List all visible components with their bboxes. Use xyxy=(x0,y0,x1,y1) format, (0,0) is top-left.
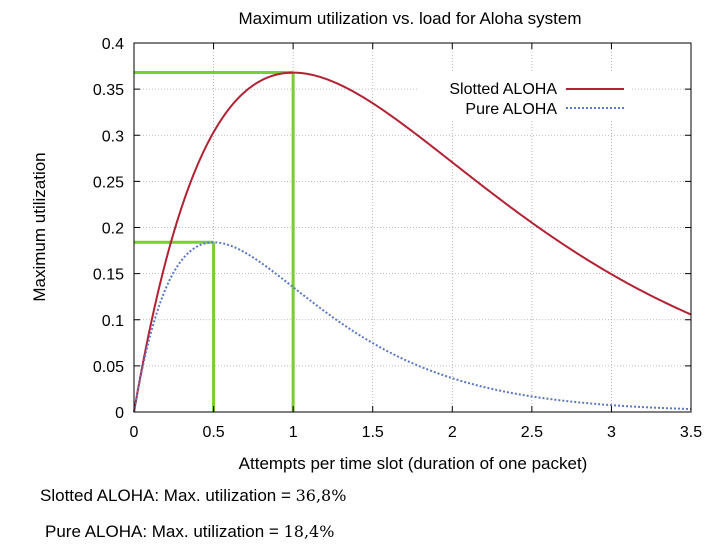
legend-label-pure: Pure ALOHA xyxy=(465,101,557,118)
legend-background xyxy=(418,72,630,120)
pure-caption-value: 18,4% xyxy=(283,522,335,541)
utilization-chart: Maximum utilization vs. load for Aloha s… xyxy=(30,9,702,473)
x-tick-label: 2 xyxy=(448,424,457,441)
ticks: 0 0.5 1 1.5 2 2.5 3 3.5 0 0.05 0.1 0.15 0.2 0.25 0.3 0.… xyxy=(93,36,702,441)
y-tick-label: 0 xyxy=(115,405,124,422)
x-tick-label: 0.5 xyxy=(202,424,224,441)
x-tick-label: 1 xyxy=(289,424,298,441)
y-tick-label: 0.4 xyxy=(102,36,124,53)
pure-aloha-caption: Pure ALOHA: Max. utilization = 18,4% xyxy=(45,522,334,542)
x-tick-label: 3 xyxy=(607,424,616,441)
slotted-aloha-line xyxy=(133,71,692,413)
y-tick-label: 0.3 xyxy=(102,128,124,145)
pure-aloha-line xyxy=(133,241,692,413)
slotted-caption-value: 36,8% xyxy=(295,486,347,505)
y-tick-label: 0.25 xyxy=(93,174,124,191)
y-tick-label: 0.1 xyxy=(102,313,124,330)
legend-label-slotted: Slotted ALOHA xyxy=(449,81,557,98)
slotted-aloha-caption: Slotted ALOHA: Max. utilization = 36,8% xyxy=(40,486,346,506)
chart-title: Maximum utilization vs. load for Aloha s… xyxy=(239,9,582,28)
x-axis-label: Attempts per time slot (duration of one … xyxy=(239,454,588,473)
series xyxy=(133,71,692,413)
x-tick-label: 0 xyxy=(130,424,139,441)
y-tick-label: 0.05 xyxy=(93,359,124,376)
y-tick-label: 0.15 xyxy=(93,267,124,284)
slotted-caption-label: Slotted ALOHA: Max. utilization = xyxy=(40,486,296,505)
max-markers xyxy=(134,71,295,412)
legend: Slotted ALOHA Pure ALOHA xyxy=(418,72,630,120)
x-tick-label: 2.5 xyxy=(521,424,543,441)
x-tick-label: 3.5 xyxy=(680,424,702,441)
y-tick-label: 0.35 xyxy=(93,82,124,99)
y-axis-label: Maximum utilization xyxy=(30,152,49,301)
x-tick-label: 1.5 xyxy=(362,424,384,441)
y-tick-label: 0.2 xyxy=(102,221,124,238)
pure-caption-label: Pure ALOHA: Max. utilization = xyxy=(45,522,284,541)
